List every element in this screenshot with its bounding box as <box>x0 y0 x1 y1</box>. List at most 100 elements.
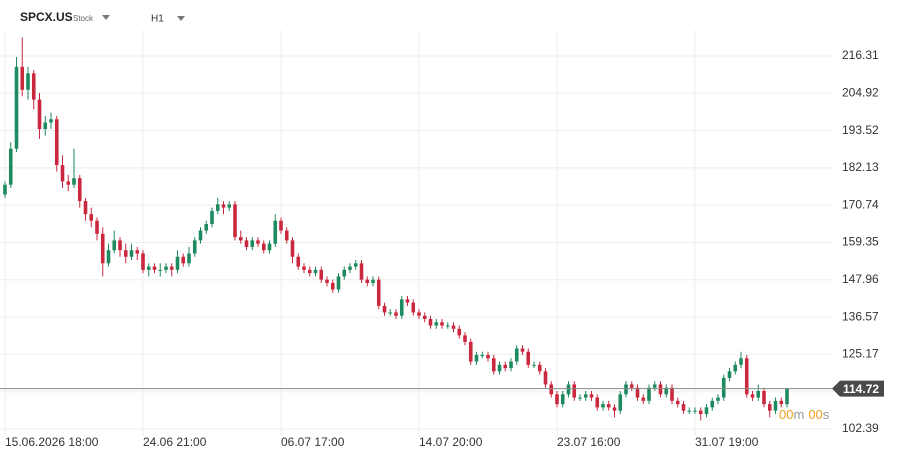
candle-body <box>83 201 88 215</box>
candle-body <box>284 230 289 241</box>
candle-body <box>658 384 663 395</box>
timeframe[interactable]: H1 <box>151 14 164 25</box>
candle-body <box>744 358 749 395</box>
candle-body <box>445 325 450 327</box>
candles <box>3 37 789 421</box>
candle-body <box>532 364 536 366</box>
candle-body <box>129 250 134 257</box>
candle-body <box>572 384 577 398</box>
candle-body <box>141 253 145 270</box>
candle-body <box>514 348 519 362</box>
overlay: 114.72 00m 00s <box>0 380 884 422</box>
candle-body <box>353 263 358 267</box>
candle-body <box>273 220 278 244</box>
candle-body <box>279 220 283 231</box>
candle-body <box>647 387 651 401</box>
candle-body <box>290 240 295 257</box>
candle-body <box>37 99 42 130</box>
candle-body <box>624 384 628 395</box>
x-tick-label: 06.07 17:00 <box>281 435 345 449</box>
candle-body <box>100 233 105 264</box>
candle-body <box>394 312 398 316</box>
x-tick-label: 31.07 19:00 <box>695 435 759 449</box>
candle-body <box>710 400 715 408</box>
countdown: 00m 00s <box>779 407 830 422</box>
candle-body <box>296 256 301 267</box>
candle-body <box>181 256 186 264</box>
candle-body <box>767 404 772 411</box>
candle-body <box>721 377 726 398</box>
candle-body <box>704 407 709 414</box>
candle-body <box>210 210 214 225</box>
symbol-dropdown[interactable] <box>102 15 110 20</box>
y-tick-label: 182.13 <box>842 160 879 174</box>
candle-body <box>31 73 36 100</box>
countdown-part: 00 <box>779 407 793 422</box>
candle-body <box>307 269 312 274</box>
y-tick-label: 147.96 <box>842 272 879 286</box>
candle-body <box>175 256 180 270</box>
last-price-tag <box>832 380 884 397</box>
y-tick-label: 204.92 <box>842 85 879 99</box>
candle-body <box>399 299 404 316</box>
candle-body <box>89 214 94 221</box>
candle-body <box>227 204 232 208</box>
candle-body <box>371 279 375 283</box>
candle-body <box>319 269 324 280</box>
candle-body <box>118 240 122 251</box>
candle-body <box>152 266 157 270</box>
candle-body <box>440 322 444 326</box>
candle-body <box>123 250 128 257</box>
candle-body <box>618 394 623 411</box>
y-tick-label: 159.35 <box>842 235 879 249</box>
candle-body <box>342 269 347 277</box>
candle-body <box>336 276 341 290</box>
candle-body <box>733 364 738 372</box>
candle-body <box>244 240 249 247</box>
candle-body <box>95 220 99 234</box>
candle-body <box>670 387 674 401</box>
candle-body <box>267 243 272 251</box>
candle-body <box>693 410 697 412</box>
candle-body <box>503 364 508 369</box>
candle-body <box>428 318 433 326</box>
candle-body <box>359 263 364 280</box>
instrument-type: Stock <box>73 14 94 23</box>
candle-body <box>773 400 778 411</box>
candle-body <box>526 351 531 365</box>
y-tick-label: 136.57 <box>842 309 879 323</box>
candle-body <box>313 269 318 274</box>
candle-body <box>635 387 640 398</box>
candle-body <box>26 73 30 90</box>
candle-body <box>221 204 226 208</box>
y-tick-label: 125.17 <box>842 347 879 361</box>
x-tick-label: 15.06.2026 18:00 <box>5 435 99 449</box>
candle-body <box>376 279 381 306</box>
candle-body <box>451 325 456 329</box>
y-tick-label: 170.74 <box>842 197 879 211</box>
candle-body <box>215 204 220 211</box>
candle-body <box>474 354 479 362</box>
candle-body <box>486 354 490 359</box>
candle-body <box>750 394 755 398</box>
candle-body <box>187 253 191 264</box>
x-tick-label: 23.07 16:00 <box>557 435 621 449</box>
candle-body <box>762 391 766 405</box>
last-price-label: 114.72 <box>843 382 879 396</box>
candle-body <box>204 224 209 231</box>
candle-body <box>233 204 237 238</box>
candle-body <box>739 358 743 365</box>
candle-body <box>716 397 720 401</box>
candle-body <box>422 315 427 319</box>
candle-body <box>595 397 600 408</box>
candle-body <box>589 394 594 398</box>
candle-body <box>641 397 646 401</box>
candle-body <box>198 230 203 241</box>
candle-body <box>543 371 548 385</box>
timeframe-dropdown[interactable] <box>177 16 185 21</box>
x-tick-label: 14.07 20:00 <box>419 435 483 449</box>
symbol[interactable]: SPCX.US <box>20 10 73 24</box>
candle-body <box>256 240 260 244</box>
countdown-part: m <box>793 407 804 422</box>
